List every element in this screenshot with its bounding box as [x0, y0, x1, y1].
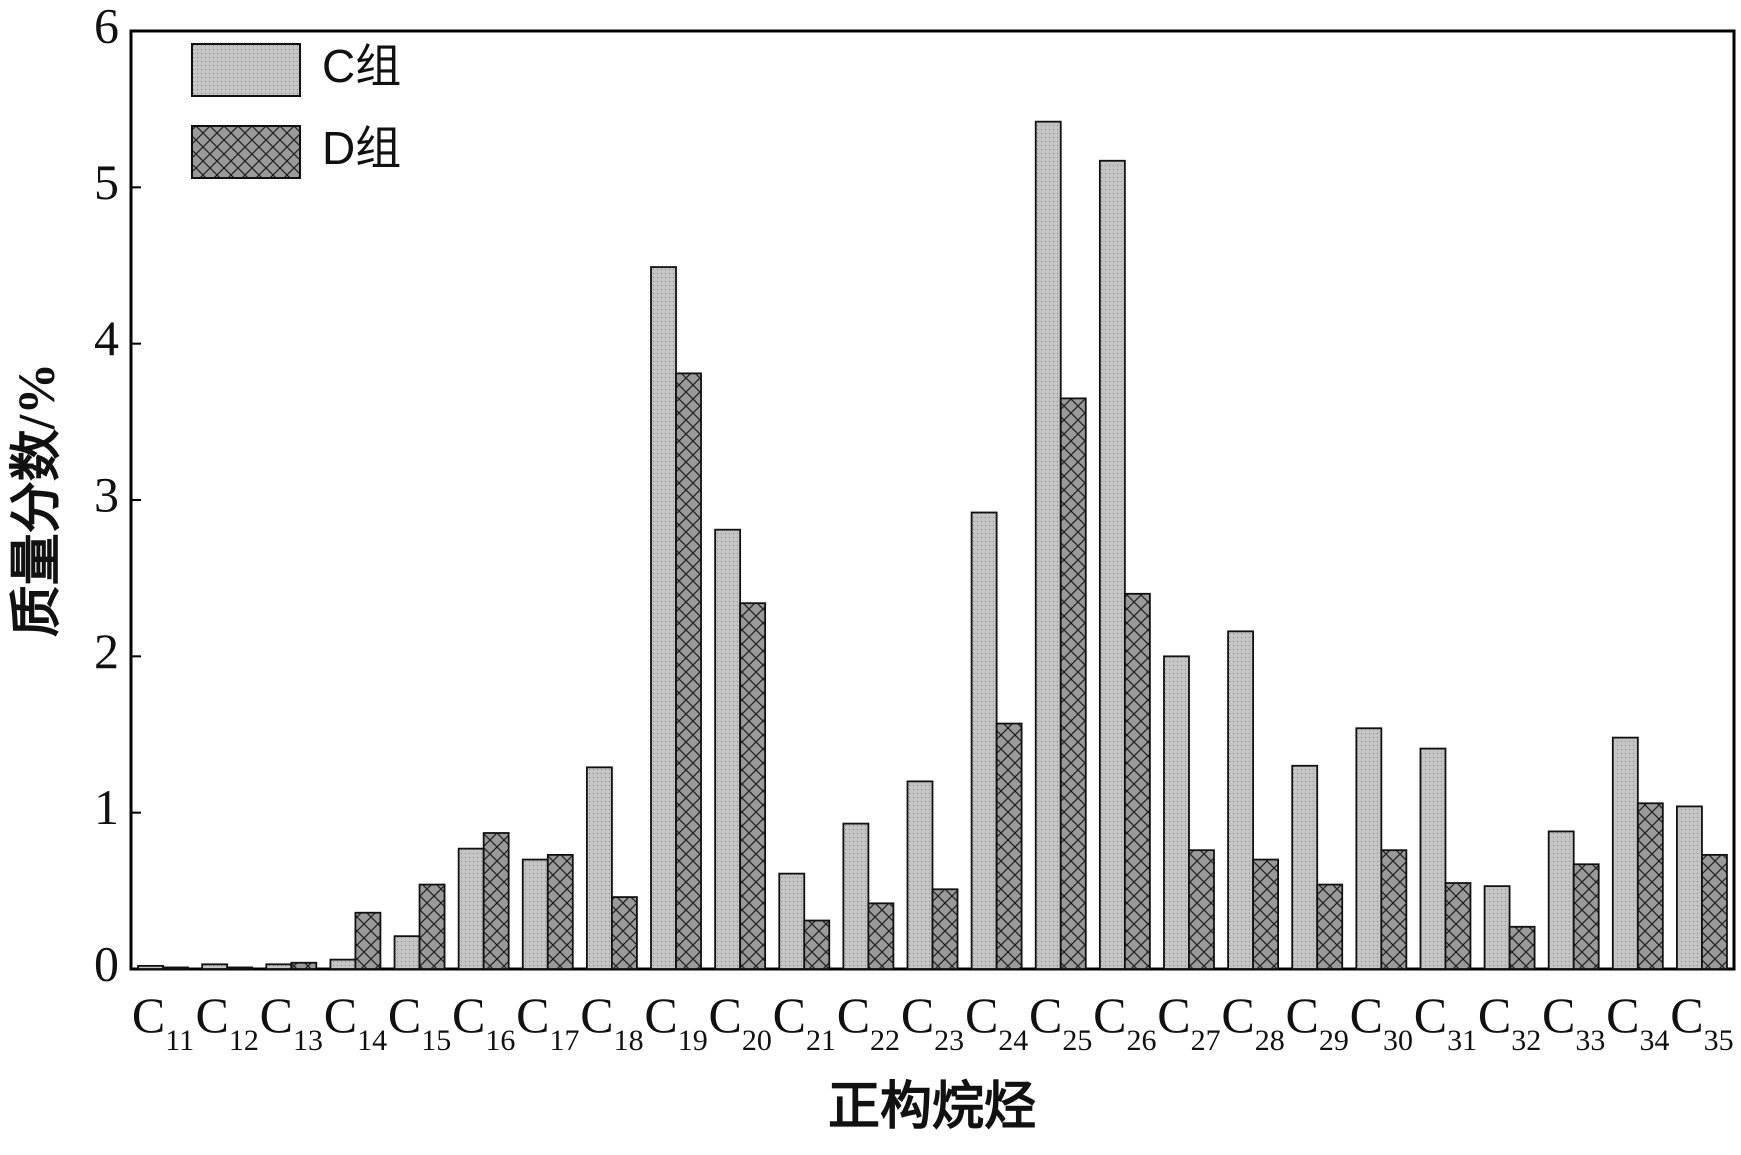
x-tick-label: C30 [1350, 987, 1413, 1056]
y-tick-label: 6 [94, 0, 119, 53]
bar [1547, 830, 1575, 970]
y-tick-label: 5 [94, 154, 119, 210]
x-tick-label: C31 [1414, 987, 1477, 1056]
bar [1444, 882, 1472, 970]
bar [1059, 397, 1087, 970]
bar [675, 372, 702, 970]
x-tick-label: C17 [516, 987, 579, 1056]
bar [265, 963, 293, 970]
bar [162, 966, 189, 970]
bar [1572, 863, 1600, 970]
bar [418, 883, 446, 970]
bar [1227, 630, 1254, 970]
bar [546, 853, 574, 970]
x-tick-label: C29 [1286, 987, 1349, 1056]
x-tick-label: C11 [132, 987, 194, 1056]
bar [906, 780, 934, 970]
bar [650, 266, 677, 970]
x-tick-label: C18 [580, 987, 643, 1056]
bar [226, 966, 254, 970]
legend-label: C组 [322, 40, 401, 92]
bar [1355, 727, 1383, 970]
bar [1636, 802, 1664, 970]
bar [1252, 858, 1280, 970]
bar [1483, 885, 1511, 970]
x-tick-label: C14 [324, 987, 387, 1056]
bar [1611, 736, 1639, 970]
x-tick-label: C22 [837, 987, 900, 1056]
bar [1188, 849, 1215, 970]
y-tick-label: 0 [94, 935, 119, 991]
bar [803, 919, 831, 970]
x-tick-label: C16 [452, 987, 515, 1056]
x-tick-label: C32 [1478, 987, 1541, 1056]
x-tick-label: C35 [1670, 987, 1733, 1056]
x-tick-label: C12 [196, 987, 259, 1056]
bar [393, 935, 421, 970]
y-axis-title: 质量分数/% [8, 363, 66, 637]
bar [137, 964, 164, 970]
x-tick-label: C23 [901, 987, 964, 1056]
x-tick-label: C21 [773, 987, 836, 1056]
x-tick-label: C33 [1542, 987, 1605, 1056]
legend-swatch [191, 125, 301, 179]
y-tick-label: 1 [94, 779, 119, 835]
y-tick-label: 2 [94, 623, 119, 679]
bar [1701, 853, 1728, 970]
x-tick-label: C34 [1606, 987, 1669, 1056]
legend-label: D组 [322, 122, 401, 174]
bar [1676, 805, 1703, 970]
x-tick-label: C26 [1093, 987, 1156, 1056]
bar [842, 822, 870, 970]
bar [778, 872, 806, 970]
bar [329, 958, 357, 970]
x-tick-label: C13 [260, 987, 323, 1056]
bar [970, 511, 998, 970]
bar [1419, 747, 1447, 970]
bar [1163, 655, 1190, 970]
x-tick-label: C19 [644, 987, 707, 1056]
x-axis-title: 正构烷烃 [828, 1078, 1036, 1136]
bar [290, 961, 318, 970]
bar [1034, 120, 1062, 970]
x-tick-label: C25 [1029, 987, 1092, 1056]
bar [995, 722, 1023, 970]
x-tick-label: C27 [1157, 987, 1220, 1056]
bar [521, 858, 549, 970]
bar [1123, 592, 1151, 970]
x-tick-label: C15 [388, 987, 451, 1056]
bar [739, 602, 767, 970]
x-tick-label: C28 [1221, 987, 1284, 1056]
bar [611, 896, 638, 970]
bar [354, 911, 382, 970]
x-tick-label: C24 [965, 987, 1028, 1056]
legend-swatch [191, 43, 301, 97]
x-tick-label: C20 [708, 987, 771, 1056]
bar [867, 902, 895, 970]
bar [1508, 925, 1536, 970]
bar [714, 528, 742, 970]
bar [1098, 159, 1126, 970]
bar [931, 888, 959, 970]
y-tick-label: 3 [94, 466, 119, 522]
bar [1380, 849, 1408, 970]
bar [457, 847, 485, 970]
bar [1316, 883, 1344, 970]
bar [585, 766, 613, 970]
y-tick-label: 4 [94, 310, 119, 366]
bar [1291, 764, 1319, 970]
bar [201, 963, 229, 970]
bar [482, 832, 510, 970]
